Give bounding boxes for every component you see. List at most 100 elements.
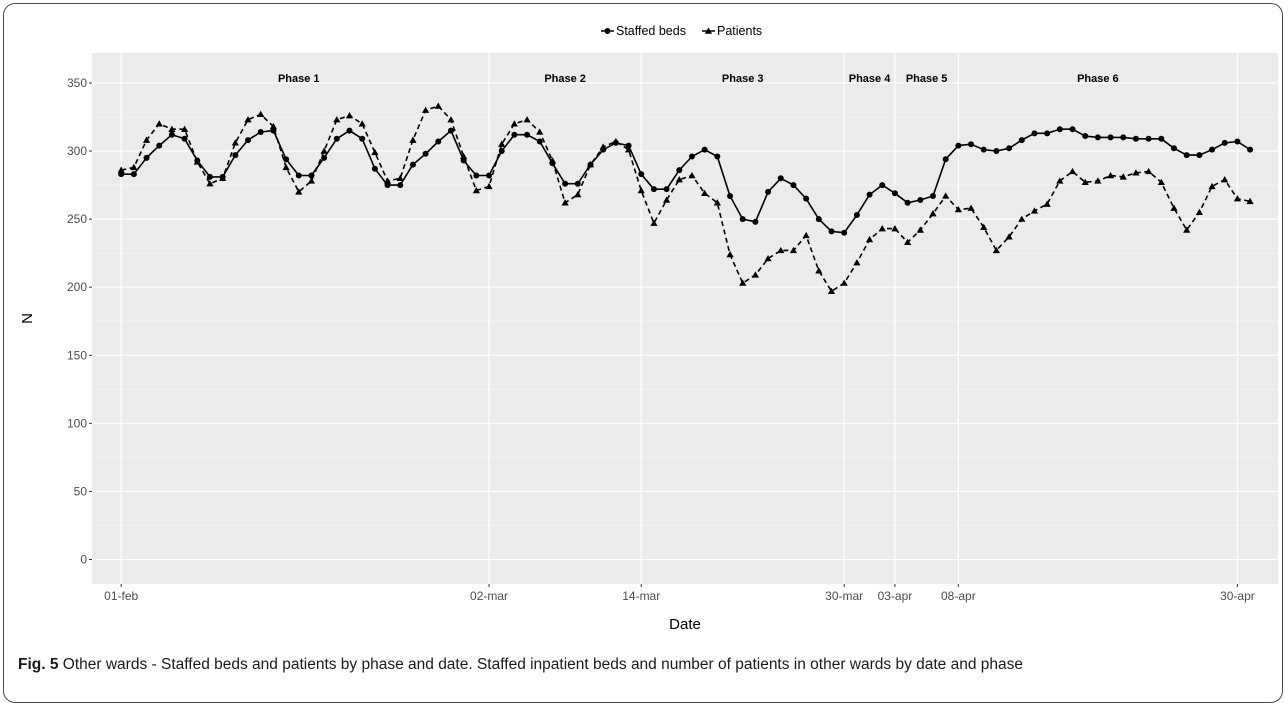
data-point xyxy=(916,226,924,233)
data-point xyxy=(828,228,835,235)
data-point xyxy=(1069,126,1076,133)
data-point xyxy=(1158,135,1165,142)
data-point xyxy=(447,127,454,134)
x-axis: 01-feb 02-mar 14-mar 30-mar 03-apr 08-apr 30-a… xyxy=(104,584,1255,603)
data-point xyxy=(1221,139,1228,146)
data-point xyxy=(1068,167,1077,175)
data-point xyxy=(485,182,493,190)
data-point xyxy=(359,135,366,142)
data-point xyxy=(1044,130,1051,137)
data-point xyxy=(752,218,759,225)
data-point xyxy=(663,196,671,203)
x-tick-label: 30-mar xyxy=(825,589,863,603)
data-point xyxy=(904,199,911,206)
grid-lines xyxy=(92,53,1278,584)
y-tick-label: 100 xyxy=(67,416,87,430)
y-tick-label: 0 xyxy=(80,552,87,566)
data-point xyxy=(283,156,290,163)
data-point xyxy=(1107,134,1114,141)
data-point xyxy=(168,125,176,132)
data-point xyxy=(929,210,937,217)
data-point xyxy=(866,191,873,198)
data-point xyxy=(688,153,695,160)
data-point xyxy=(1056,177,1064,184)
data-point xyxy=(472,186,480,194)
series-patients xyxy=(117,102,1254,294)
data-point xyxy=(143,154,150,161)
data-point xyxy=(511,131,518,138)
data-point xyxy=(447,116,455,123)
data-point xyxy=(1132,135,1139,142)
data-point xyxy=(1056,126,1063,133)
data-point xyxy=(231,139,239,146)
data-point xyxy=(688,171,696,179)
data-point xyxy=(346,127,353,134)
plot-panel xyxy=(92,53,1278,584)
data-point xyxy=(1183,152,1190,159)
x-tick-label: 02-mar xyxy=(470,589,508,603)
figure-frame: Staffed beds Patients Phase 1 Phase 2 Phase… xyxy=(3,3,1283,703)
data-point xyxy=(397,182,404,189)
data-point xyxy=(1183,226,1191,233)
data-point xyxy=(320,147,328,154)
data-point xyxy=(891,225,899,232)
data-point xyxy=(1043,200,1051,207)
data-point xyxy=(1094,134,1101,141)
y-tick-label: 300 xyxy=(67,144,87,158)
data-point xyxy=(853,212,860,219)
series-staffed-beds xyxy=(118,126,1254,236)
data-point xyxy=(1209,146,1216,153)
y-axis: 0 50 100 150 200 250 300 350 xyxy=(67,76,92,566)
data-point xyxy=(1018,215,1026,222)
data-point xyxy=(955,142,962,149)
data-point xyxy=(1006,145,1013,152)
data-point xyxy=(562,180,569,187)
data-point xyxy=(219,174,227,181)
data-point xyxy=(650,186,657,193)
data-point xyxy=(142,136,151,143)
data-point xyxy=(1119,173,1127,180)
data-point xyxy=(904,238,912,245)
data-point xyxy=(1234,138,1241,145)
series-layer xyxy=(117,102,1254,294)
data-point xyxy=(827,287,836,294)
data-point xyxy=(637,186,645,194)
data-point xyxy=(371,165,378,172)
data-point xyxy=(321,154,328,161)
data-point xyxy=(1157,178,1165,186)
data-point xyxy=(536,138,543,145)
data-point xyxy=(548,156,557,164)
data-point xyxy=(486,172,493,179)
data-point xyxy=(891,190,898,197)
x-tick-label: 30-apr xyxy=(1220,589,1255,603)
data-point xyxy=(1196,152,1203,159)
data-point xyxy=(777,246,785,254)
data-point xyxy=(993,148,1000,155)
data-point xyxy=(929,192,936,199)
data-point xyxy=(561,199,569,206)
data-point xyxy=(371,148,379,156)
data-point xyxy=(460,152,468,160)
x-tick-label: 01-feb xyxy=(104,589,138,603)
x-tick-label: 03-apr xyxy=(878,589,913,603)
data-point xyxy=(1246,197,1254,205)
caption-text: Other wards - Staffed beds and patients … xyxy=(58,656,1024,673)
data-point xyxy=(765,188,772,195)
data-point xyxy=(650,219,658,226)
data-point xyxy=(1145,135,1152,142)
data-point xyxy=(206,180,214,187)
data-point xyxy=(1082,133,1089,140)
data-point xyxy=(1221,176,1229,183)
data-point xyxy=(992,246,1001,254)
data-point xyxy=(917,197,924,204)
data-point xyxy=(498,140,506,147)
data-point xyxy=(536,128,544,135)
data-point xyxy=(840,279,848,286)
data-point xyxy=(295,172,302,179)
data-point xyxy=(878,225,886,232)
data-point xyxy=(803,195,810,202)
phase-label: Phase 1 xyxy=(278,73,320,85)
data-point xyxy=(853,259,861,266)
data-point xyxy=(333,116,341,123)
data-point xyxy=(282,163,290,171)
